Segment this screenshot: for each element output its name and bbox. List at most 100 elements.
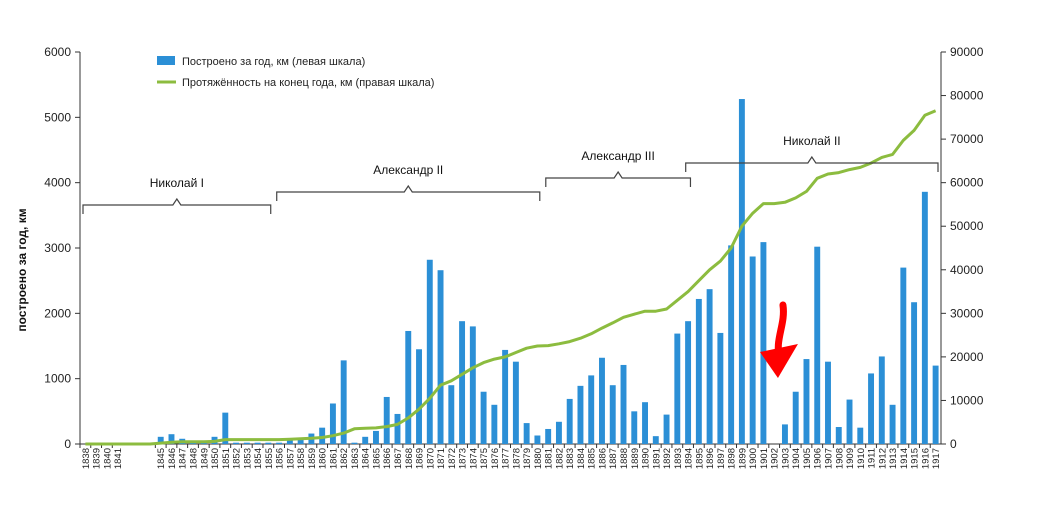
red-arrow-marker	[759, 301, 798, 378]
era-label: Александр III	[581, 149, 654, 163]
x-tick-label: 1851	[221, 448, 232, 469]
bar-1860	[319, 427, 326, 444]
bar-1879	[523, 423, 530, 444]
bar-1908	[835, 427, 842, 444]
era-bracket	[82, 197, 272, 214]
right-tick-label: 80000	[950, 89, 984, 103]
x-tick-label: 1855	[264, 448, 275, 469]
bar-1877	[502, 349, 509, 444]
x-tick-label: 1847	[178, 448, 189, 469]
bar-1856	[276, 442, 283, 444]
x-tick-label: 1880	[533, 448, 544, 469]
bars-layer	[157, 99, 939, 444]
bar-1910	[857, 427, 864, 444]
right-tick-label: 90000	[950, 45, 984, 59]
bar-1897	[717, 332, 724, 444]
bar-1869	[416, 349, 422, 444]
bar-1888	[620, 364, 627, 444]
legend-swatch-bars	[157, 56, 175, 65]
bar-1845	[157, 436, 164, 444]
right-tick-label: 50000	[950, 219, 984, 233]
x-tick-label: 1877	[501, 448, 512, 469]
x-tick-label: 1887	[608, 448, 619, 469]
bar-1848	[190, 442, 196, 444]
bar-1854	[254, 442, 261, 444]
x-tick-label: 1907	[823, 448, 834, 469]
era-label: Александр II	[373, 163, 443, 177]
left-tick-label: 2000	[44, 306, 71, 320]
bar-1909	[846, 399, 853, 444]
line-layer	[85, 109, 937, 446]
x-tick-label: 1871	[436, 448, 447, 469]
x-tick-label: 1866	[382, 448, 393, 469]
bar-1917	[932, 365, 939, 444]
right-tick-label: 20000	[950, 350, 984, 364]
bar-1905	[803, 359, 810, 444]
bar-1906	[814, 246, 821, 444]
x-tick-label: 1901	[759, 448, 770, 469]
x-tick-label: 1853	[242, 448, 253, 469]
x-tick-label: 1878	[511, 448, 522, 469]
x-tick-label: 1865	[371, 448, 382, 469]
x-tick-label: 1854	[253, 448, 264, 469]
x-tick-label: 1895	[694, 448, 705, 469]
x-tick-label: 1890	[641, 448, 652, 469]
era-label: Николай II	[783, 134, 841, 148]
bar-1891	[652, 436, 659, 444]
x-tick-label: 1881	[544, 448, 555, 469]
legend-label-line: Протяжённость на конец года, км (правая …	[182, 77, 434, 89]
x-tick-label: 1839	[92, 448, 103, 469]
right-tick-label: 0	[950, 437, 957, 451]
x-tick-label: 1876	[490, 448, 501, 469]
x-tick-label: 1906	[813, 448, 824, 469]
right-tick-label: 60000	[950, 176, 984, 190]
x-tick-label: 1912	[877, 448, 888, 469]
bar-1852	[233, 442, 240, 444]
bar-1864	[362, 436, 369, 444]
x-tick-label: 1903	[780, 448, 791, 469]
bar-1900	[749, 256, 756, 444]
x-tick-label: 1904	[791, 448, 802, 469]
x-tick-label: 1846	[167, 448, 178, 469]
bar-1904	[792, 391, 799, 444]
bar-1893	[674, 333, 681, 444]
era-bracket	[276, 184, 541, 201]
bar-1886	[599, 357, 605, 444]
left-tick-label: 4000	[44, 176, 71, 190]
bar-1896	[706, 289, 713, 444]
x-tick-label: 1859	[307, 448, 318, 469]
bar-1890	[642, 402, 648, 444]
bar-1867	[394, 413, 401, 444]
bar-1881	[545, 428, 552, 444]
bar-1916	[921, 191, 928, 444]
x-tick-label: 1870	[425, 448, 436, 469]
bar-1887	[609, 385, 616, 444]
bar-1914	[900, 267, 907, 444]
x-tick-label: 1910	[856, 448, 867, 469]
bar-1884	[577, 385, 584, 444]
x-tick-label: 1872	[447, 448, 458, 469]
x-tick-label: 1905	[802, 448, 813, 469]
bar-1861	[329, 403, 336, 444]
bar-1863	[351, 442, 358, 444]
bar-1898	[728, 245, 735, 444]
right-tick-label: 30000	[950, 306, 984, 320]
axes-layer: 0100020003000400050006000010000200003000…	[44, 45, 983, 469]
bar-1849	[200, 442, 207, 444]
left-tick-label: 3000	[44, 241, 71, 255]
bar-1883	[566, 398, 573, 444]
bar-1913	[889, 404, 896, 444]
left-tick-label: 0	[64, 437, 71, 451]
bar-1894	[685, 321, 692, 444]
x-tick-label: 1888	[619, 448, 630, 469]
x-tick-label: 1857	[285, 448, 296, 469]
x-tick-label: 1840	[102, 448, 113, 469]
bar-1858	[297, 439, 304, 444]
bar-1875	[480, 391, 487, 444]
bar-1915	[911, 302, 918, 444]
x-tick-label: 1884	[576, 448, 587, 469]
arrow-head	[759, 344, 798, 378]
x-tick-label: 1852	[232, 448, 243, 469]
